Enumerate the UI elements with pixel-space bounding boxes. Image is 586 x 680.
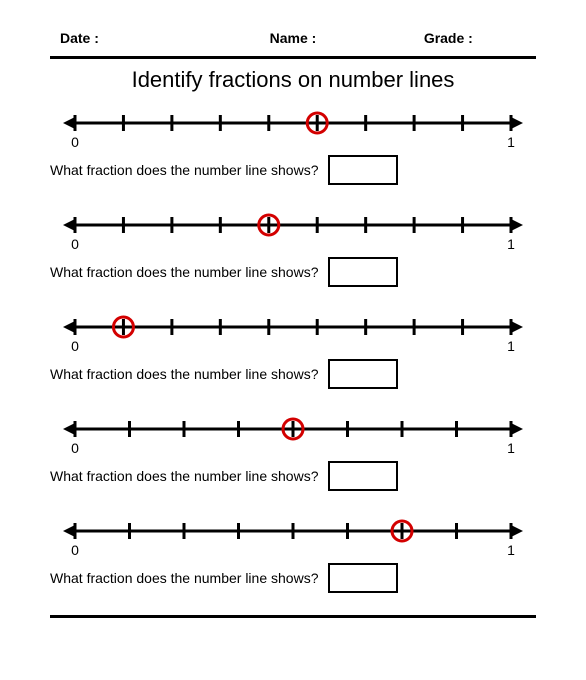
answer-box[interactable] — [328, 563, 398, 593]
svg-text:0: 0 — [71, 542, 79, 558]
number-line: 01 — [50, 513, 536, 561]
bottom-divider — [50, 615, 536, 618]
header-grade-label: Grade : — [371, 30, 526, 46]
svg-text:0: 0 — [71, 134, 79, 150]
problem: 01What fraction does the number line sho… — [50, 105, 536, 185]
question-row: What fraction does the number line shows… — [50, 563, 536, 593]
svg-text:1: 1 — [507, 440, 515, 456]
question-text: What fraction does the number line shows… — [50, 468, 318, 484]
question-row: What fraction does the number line shows… — [50, 257, 536, 287]
number-line: 01 — [50, 207, 536, 255]
question-text: What fraction does the number line shows… — [50, 264, 318, 280]
svg-text:1: 1 — [507, 542, 515, 558]
svg-text:1: 1 — [507, 134, 515, 150]
problem: 01What fraction does the number line sho… — [50, 513, 536, 593]
number-line: 01 — [50, 105, 536, 153]
answer-box[interactable] — [328, 155, 398, 185]
question-row: What fraction does the number line shows… — [50, 155, 536, 185]
answer-box[interactable] — [328, 359, 398, 389]
problem: 01What fraction does the number line sho… — [50, 309, 536, 389]
worksheet-page: Date : Name : Grade : Identify fractions… — [0, 0, 586, 680]
question-text: What fraction does the number line shows… — [50, 366, 318, 382]
header-date-label: Date : — [60, 30, 215, 46]
page-title: Identify fractions on number lines — [50, 67, 536, 93]
question-row: What fraction does the number line shows… — [50, 359, 536, 389]
question-text: What fraction does the number line shows… — [50, 162, 318, 178]
svg-text:1: 1 — [507, 338, 515, 354]
header-row: Date : Name : Grade : — [50, 30, 536, 46]
answer-box[interactable] — [328, 461, 398, 491]
problem: 01What fraction does the number line sho… — [50, 207, 536, 287]
top-divider — [50, 56, 536, 59]
question-row: What fraction does the number line shows… — [50, 461, 536, 491]
problem: 01What fraction does the number line sho… — [50, 411, 536, 491]
svg-text:0: 0 — [71, 236, 79, 252]
question-text: What fraction does the number line shows… — [50, 570, 318, 586]
svg-text:1: 1 — [507, 236, 515, 252]
answer-box[interactable] — [328, 257, 398, 287]
svg-text:0: 0 — [71, 440, 79, 456]
problems-container: 01What fraction does the number line sho… — [50, 105, 536, 593]
header-name-label: Name : — [215, 30, 370, 46]
number-line: 01 — [50, 411, 536, 459]
number-line: 01 — [50, 309, 536, 357]
svg-text:0: 0 — [71, 338, 79, 354]
